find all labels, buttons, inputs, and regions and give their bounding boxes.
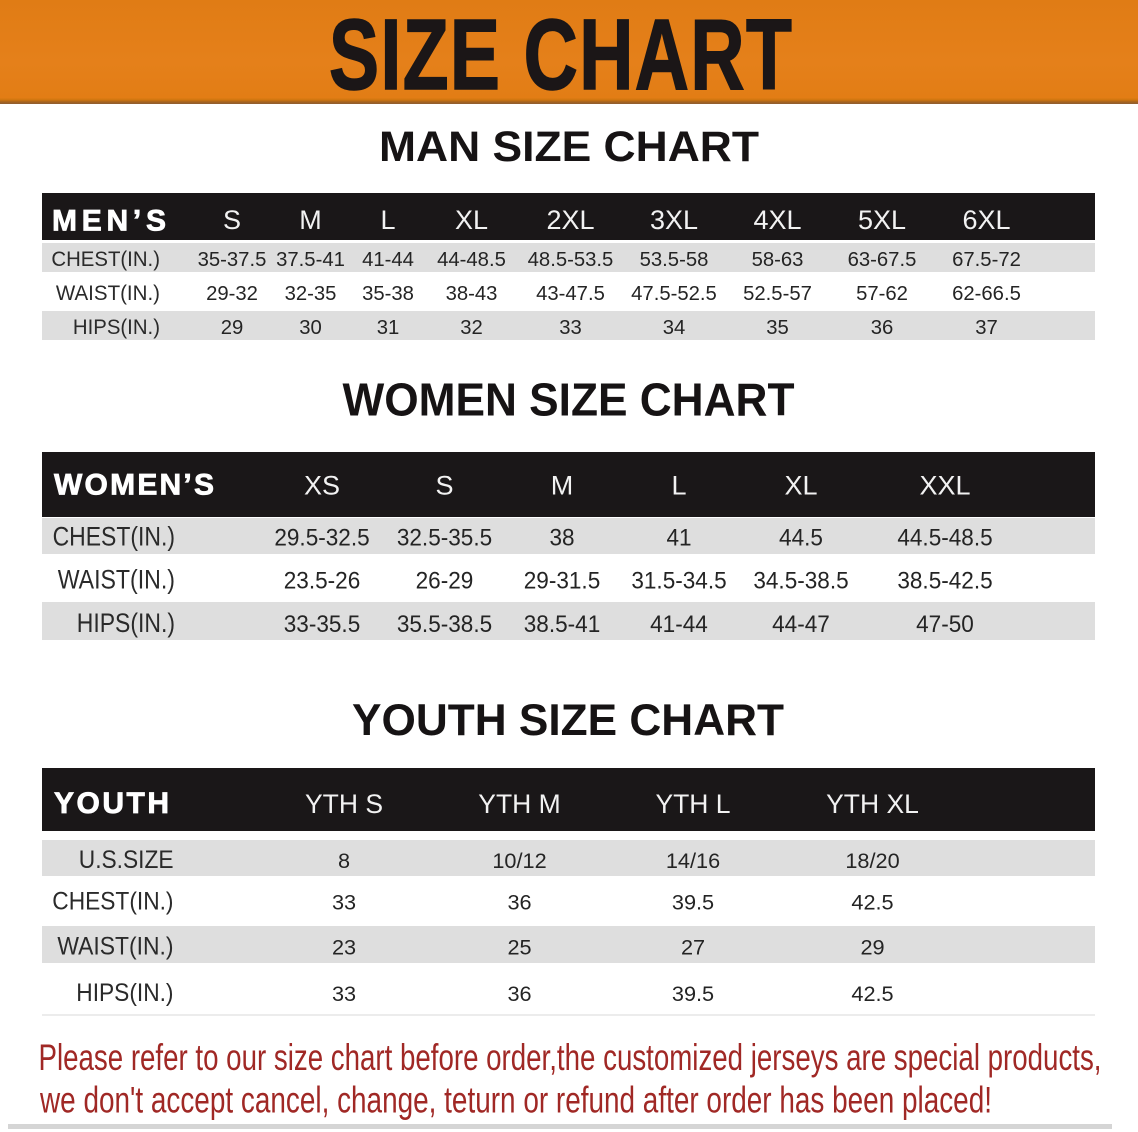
svg-text:44.5: 44.5 bbox=[779, 525, 823, 552]
svg-text:32.5-35.5: 32.5-35.5 bbox=[397, 525, 492, 552]
svg-text:XS: XS bbox=[304, 471, 340, 501]
svg-text:3XL: 3XL bbox=[650, 205, 698, 235]
svg-text:YOUTH: YOUTH bbox=[54, 787, 169, 820]
svg-text:35-38: 35-38 bbox=[362, 283, 414, 305]
svg-text:44-47: 44-47 bbox=[772, 611, 830, 638]
svg-text:53.5-58: 53.5-58 bbox=[640, 249, 709, 271]
svg-text:M: M bbox=[551, 471, 574, 501]
svg-text:36: 36 bbox=[871, 317, 894, 339]
svg-text:29.5-32.5: 29.5-32.5 bbox=[274, 525, 369, 552]
svg-text:29-32: 29-32 bbox=[206, 283, 258, 305]
svg-text:44.5-48.5: 44.5-48.5 bbox=[897, 525, 992, 552]
svg-text:23.5-26: 23.5-26 bbox=[284, 568, 361, 595]
svg-text:67.5-72: 67.5-72 bbox=[952, 249, 1021, 271]
svg-text:39.5: 39.5 bbox=[672, 981, 714, 1006]
svg-text:CHEST(IN.): CHEST(IN.) bbox=[51, 248, 160, 271]
svg-text:L: L bbox=[380, 205, 395, 235]
svg-text:WOMEN’S: WOMEN’S bbox=[54, 469, 214, 502]
svg-text:WOMEN SIZE CHART: WOMEN SIZE CHART bbox=[343, 374, 795, 426]
svg-text:47.5-52.5: 47.5-52.5 bbox=[631, 283, 717, 305]
svg-text:30: 30 bbox=[299, 317, 322, 339]
svg-text:WAIST(IN.): WAIST(IN.) bbox=[57, 933, 173, 960]
svg-text:YOUTH SIZE CHART: YOUTH SIZE CHART bbox=[352, 696, 784, 745]
svg-text:5XL: 5XL bbox=[858, 205, 906, 235]
svg-text:XXL: XXL bbox=[919, 471, 970, 501]
svg-text:25: 25 bbox=[507, 934, 531, 959]
svg-text:37.5-41: 37.5-41 bbox=[276, 249, 345, 271]
svg-text:41-44: 41-44 bbox=[362, 249, 414, 271]
svg-text:CHEST(IN.): CHEST(IN.) bbox=[52, 889, 173, 916]
svg-text:MAN SIZE CHART: MAN SIZE CHART bbox=[379, 123, 759, 171]
svg-text:33: 33 bbox=[332, 890, 356, 915]
svg-text:52.5-57: 52.5-57 bbox=[743, 283, 812, 305]
svg-text:34.5-38.5: 34.5-38.5 bbox=[753, 568, 848, 595]
svg-text:57-62: 57-62 bbox=[856, 283, 908, 305]
svg-text:42.5: 42.5 bbox=[851, 981, 893, 1006]
svg-text:S: S bbox=[435, 471, 453, 501]
svg-text:33-35.5: 33-35.5 bbox=[284, 611, 361, 638]
svg-text:YTH L: YTH L bbox=[655, 789, 730, 819]
svg-text:58-63: 58-63 bbox=[752, 249, 804, 271]
svg-text:48.5-53.5: 48.5-53.5 bbox=[528, 249, 614, 271]
svg-text:38: 38 bbox=[549, 525, 574, 552]
svg-text:37: 37 bbox=[975, 317, 998, 339]
svg-text:27: 27 bbox=[681, 934, 705, 959]
svg-text:44-48.5: 44-48.5 bbox=[437, 249, 506, 271]
svg-text:32: 32 bbox=[460, 317, 483, 339]
svg-text:38.5-42.5: 38.5-42.5 bbox=[897, 568, 992, 595]
svg-text:MEN’S: MEN’S bbox=[52, 205, 166, 238]
svg-text:2XL: 2XL bbox=[546, 205, 594, 235]
svg-text:34: 34 bbox=[663, 317, 686, 339]
svg-text:Please refer to our size chart: Please refer to our size chart before or… bbox=[39, 1037, 1102, 1078]
svg-text:14/16: 14/16 bbox=[666, 848, 720, 873]
svg-text:HIPS(IN.): HIPS(IN.) bbox=[77, 608, 175, 638]
svg-text:41-44: 41-44 bbox=[650, 611, 708, 638]
svg-text:18/20: 18/20 bbox=[845, 848, 899, 873]
svg-text:36: 36 bbox=[507, 890, 531, 915]
svg-text:L: L bbox=[671, 471, 686, 501]
svg-text:6XL: 6XL bbox=[962, 205, 1010, 235]
svg-text:41: 41 bbox=[666, 525, 691, 552]
svg-text:CHEST(IN.): CHEST(IN.) bbox=[53, 522, 175, 552]
svg-text:29-31.5: 29-31.5 bbox=[524, 568, 601, 595]
svg-text:35-37.5: 35-37.5 bbox=[198, 249, 267, 271]
svg-text:29: 29 bbox=[221, 317, 244, 339]
svg-text:33: 33 bbox=[559, 317, 582, 339]
svg-text:SIZE CHART: SIZE CHART bbox=[329, 0, 793, 110]
svg-text:U.S.SIZE: U.S.SIZE bbox=[79, 847, 174, 874]
svg-text:YTH M: YTH M bbox=[478, 789, 560, 819]
svg-text:33: 33 bbox=[332, 981, 356, 1006]
svg-text:4XL: 4XL bbox=[753, 205, 801, 235]
svg-text:23: 23 bbox=[332, 934, 356, 959]
svg-text:35: 35 bbox=[766, 317, 789, 339]
svg-text:XL: XL bbox=[455, 205, 488, 235]
svg-text:39.5: 39.5 bbox=[672, 890, 714, 915]
svg-text:47-50: 47-50 bbox=[916, 611, 974, 638]
svg-text:35.5-38.5: 35.5-38.5 bbox=[397, 611, 492, 638]
svg-text:38.5-41: 38.5-41 bbox=[524, 611, 601, 638]
svg-text:42.5: 42.5 bbox=[851, 890, 893, 915]
svg-text:38-43: 38-43 bbox=[446, 283, 498, 305]
svg-text:HIPS(IN.): HIPS(IN.) bbox=[73, 316, 160, 339]
svg-text:36: 36 bbox=[507, 981, 531, 1006]
svg-text:YTH XL: YTH XL bbox=[826, 789, 919, 819]
svg-text:8: 8 bbox=[338, 848, 350, 873]
svg-text:31.5-34.5: 31.5-34.5 bbox=[631, 568, 726, 595]
svg-text:10/12: 10/12 bbox=[492, 848, 546, 873]
svg-text:YTH S: YTH S bbox=[305, 789, 383, 819]
svg-text:32-35: 32-35 bbox=[285, 283, 337, 305]
svg-text:WAIST(IN.): WAIST(IN.) bbox=[58, 565, 175, 595]
svg-text:XL: XL bbox=[784, 471, 817, 501]
svg-text:M: M bbox=[299, 205, 322, 235]
svg-text:43-47.5: 43-47.5 bbox=[536, 283, 605, 305]
svg-text:26-29: 26-29 bbox=[416, 568, 474, 595]
svg-text:WAIST(IN.): WAIST(IN.) bbox=[56, 282, 160, 305]
svg-text:31: 31 bbox=[377, 317, 400, 339]
svg-text:S: S bbox=[223, 205, 241, 235]
svg-text:62-66.5: 62-66.5 bbox=[952, 283, 1021, 305]
svg-text:63-67.5: 63-67.5 bbox=[848, 249, 917, 271]
svg-text:29: 29 bbox=[860, 934, 884, 959]
svg-text:we don't accept cancel, change: we don't accept cancel, change, teturn o… bbox=[39, 1080, 992, 1121]
svg-text:HIPS(IN.): HIPS(IN.) bbox=[76, 980, 173, 1007]
